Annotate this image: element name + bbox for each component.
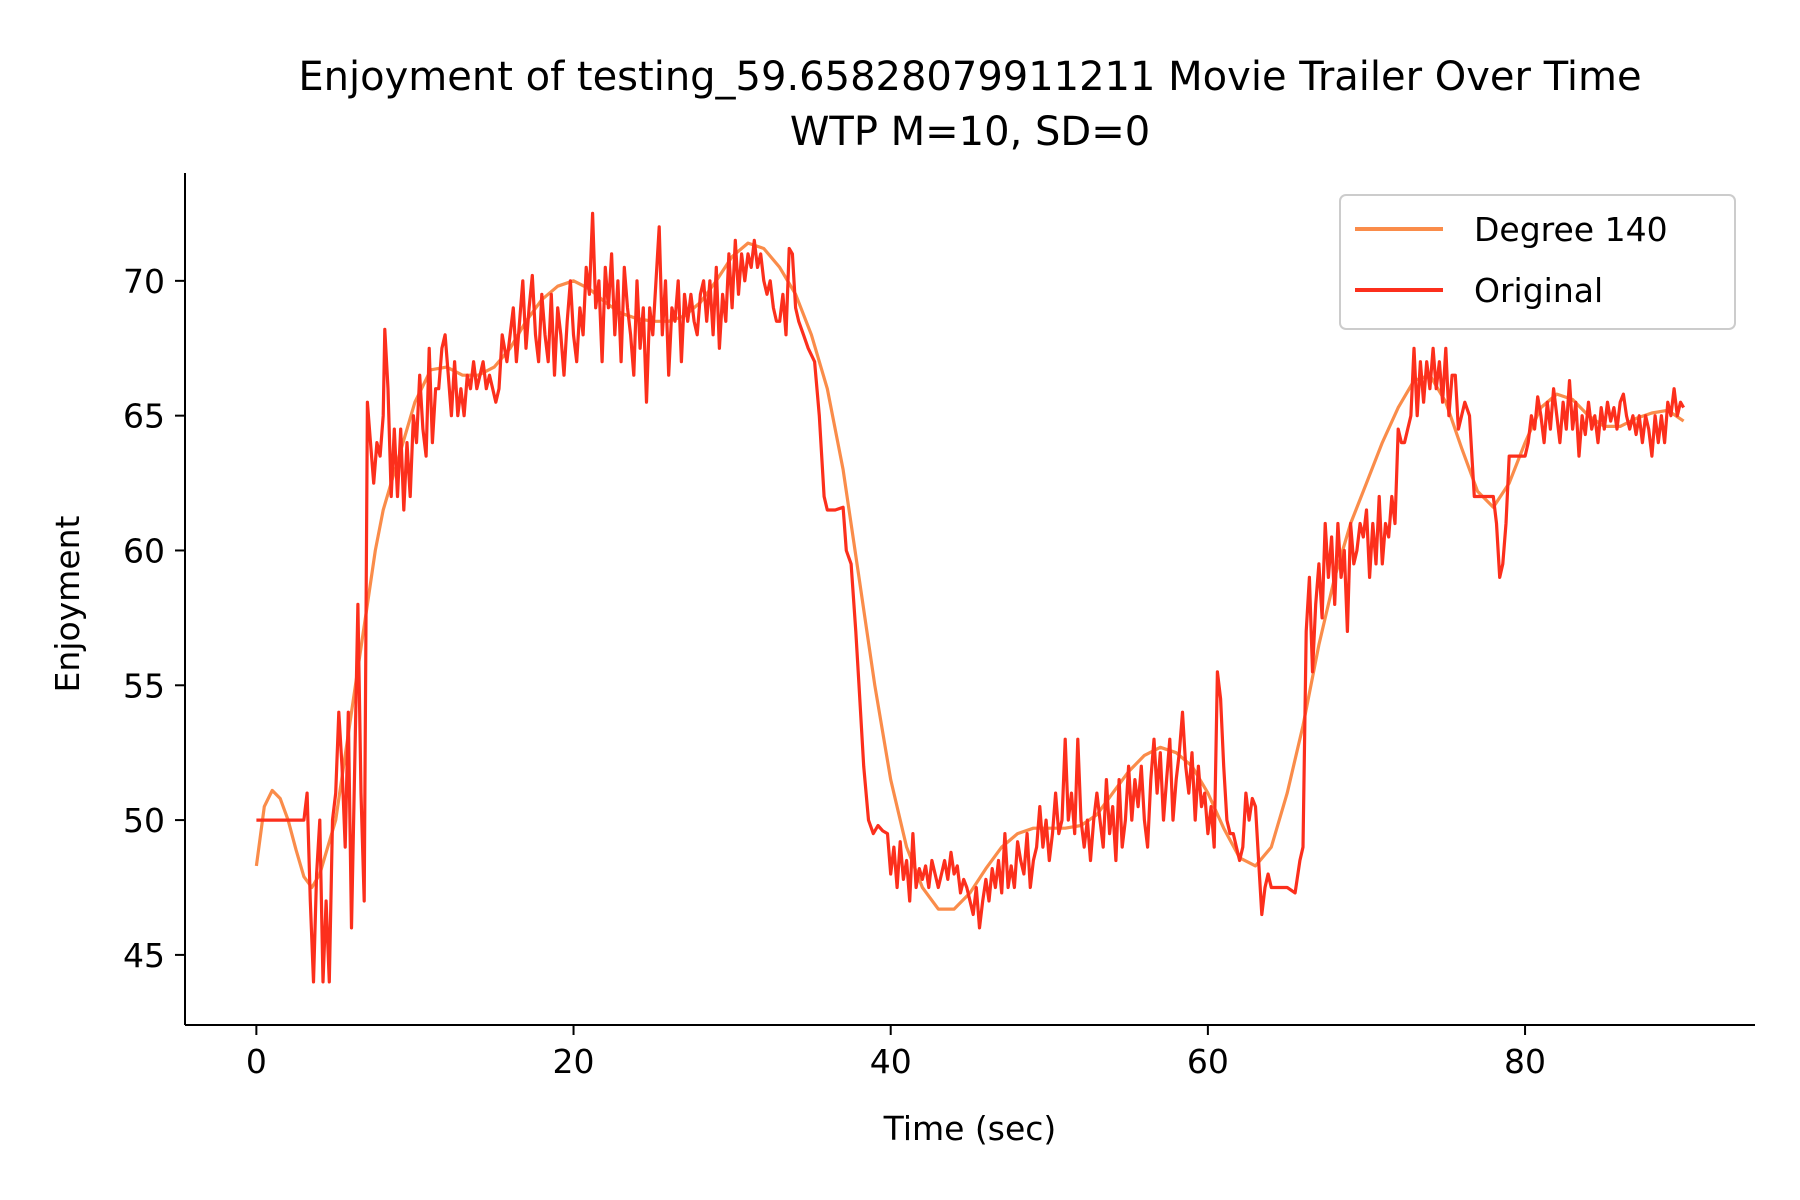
- x-tick-label: 80: [1504, 1042, 1546, 1081]
- chart-title: Enjoyment of testing_59.65828079911211 M…: [298, 54, 1641, 100]
- x-tick-label: 60: [1187, 1042, 1229, 1081]
- y-axis-label: Enjoyment: [48, 515, 87, 692]
- x-ticks: 0 20 40 60 80: [246, 1025, 1546, 1081]
- legend: Degree 140 Original: [1339, 194, 1736, 330]
- chart-subtitle: WTP M=10, SD=0: [790, 109, 1150, 155]
- series-line-degree-140: [254, 241, 1685, 911]
- y-tick-label: 70: [123, 262, 165, 301]
- x-tick-label: 20: [553, 1042, 595, 1081]
- chart-title-group: Enjoyment of testing_59.65828079911211 M…: [298, 54, 1641, 155]
- series-line-original: [256, 211, 1685, 984]
- y-tick-label: 55: [123, 666, 165, 705]
- y-tick-label: 50: [123, 801, 165, 840]
- y-tick-label: 45: [123, 936, 165, 975]
- x-tick-label: 40: [870, 1042, 912, 1081]
- legend-label-degree: Degree 140: [1474, 210, 1668, 249]
- x-tick-label: 0: [246, 1042, 267, 1081]
- y-ticks: 45 50 55 60 65 70: [123, 262, 185, 975]
- axes: 0 20 40 60 80 45 50 55 60 65 70: [123, 173, 1755, 1081]
- x-axis-label: Time (sec): [883, 1109, 1057, 1148]
- y-tick-label: 65: [123, 397, 165, 436]
- y-tick-label: 60: [123, 531, 165, 570]
- plot-lines: [254, 211, 1685, 984]
- legend-label-original: Original: [1474, 271, 1603, 310]
